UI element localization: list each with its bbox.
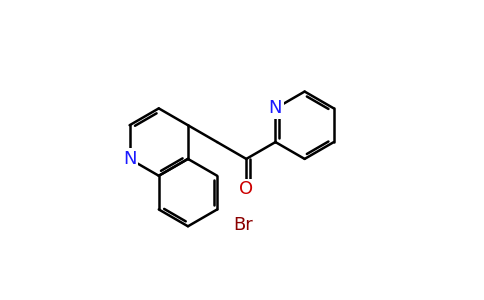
Text: N: N — [269, 99, 282, 117]
Text: N: N — [123, 150, 136, 168]
Text: Br: Br — [233, 216, 253, 234]
Text: O: O — [239, 180, 253, 198]
